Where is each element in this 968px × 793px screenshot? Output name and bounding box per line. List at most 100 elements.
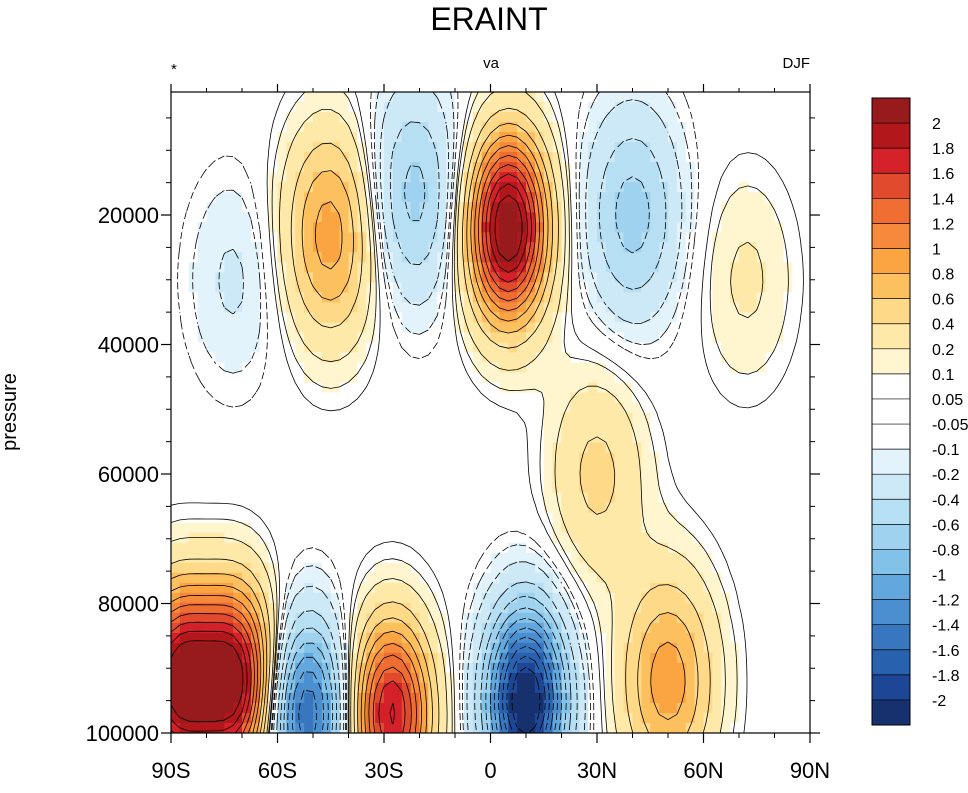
contour-cell — [712, 562, 722, 574]
contour-cell — [632, 282, 642, 293]
contour-cell — [481, 672, 492, 684]
contour-cell — [171, 192, 181, 203]
contour-cell — [268, 632, 279, 644]
contour-cell — [765, 642, 776, 654]
contour-cell — [597, 492, 607, 504]
contour-cell — [472, 692, 483, 704]
contour-cell — [215, 522, 225, 534]
contour-cell — [313, 372, 323, 384]
contour-cell — [570, 152, 580, 163]
contour-cell — [499, 702, 509, 714]
contour-cell — [455, 562, 465, 574]
contour-cell — [570, 342, 580, 354]
contour-cell — [730, 502, 740, 514]
contour-cell — [676, 362, 687, 374]
contour-cell — [623, 522, 634, 534]
contour-cell — [783, 462, 793, 474]
contour-cell — [774, 262, 784, 273]
contour-cell — [694, 142, 705, 153]
contour-cell — [801, 322, 810, 333]
contour-cell — [552, 632, 563, 644]
contour-cell — [384, 232, 394, 243]
contour-cell — [765, 662, 776, 674]
contour-cell — [171, 122, 181, 133]
contour-cell — [268, 112, 279, 123]
contour-cell — [490, 112, 500, 123]
contour-cell — [242, 622, 252, 634]
contour-cell — [694, 682, 705, 694]
contour-cell — [446, 702, 456, 714]
contour-cell — [632, 652, 642, 664]
contour-cell — [490, 372, 500, 384]
contour-cell — [179, 462, 190, 474]
contour-cell — [597, 662, 607, 674]
contour-cell — [481, 512, 492, 524]
colorbar-label: 1.4 — [932, 191, 954, 208]
contour-cell — [481, 482, 492, 494]
contour-cell — [765, 292, 776, 303]
contour-cell — [250, 482, 261, 494]
contour-cell — [676, 232, 687, 243]
contour-cell — [517, 682, 527, 694]
contour-cell — [747, 252, 758, 263]
contour-cell — [623, 162, 634, 173]
contour-cell — [481, 132, 492, 143]
contour-cell — [694, 632, 705, 644]
contour-cell — [712, 612, 722, 624]
contour-cell — [242, 512, 252, 524]
contour-cell — [641, 172, 651, 183]
contour-cell — [463, 202, 474, 213]
contour-cell — [597, 682, 607, 694]
contour-cell — [597, 322, 607, 333]
contour-cell — [756, 242, 767, 253]
contour-cell — [685, 712, 696, 724]
contour-cell — [437, 442, 447, 454]
contour-cell — [561, 232, 571, 243]
contour-cell — [703, 352, 713, 364]
contour-cell — [455, 132, 465, 143]
contour-cell — [534, 392, 545, 404]
contour-cell — [721, 302, 731, 313]
contour-cell — [455, 172, 465, 183]
contour-cell — [313, 152, 323, 163]
contour-cell — [295, 282, 305, 293]
contour-cell — [517, 522, 527, 534]
contour-cell — [197, 452, 208, 464]
contour-cell — [605, 632, 616, 644]
contour-cell — [650, 322, 660, 333]
contour-cell — [739, 332, 749, 343]
contour-cell — [455, 272, 465, 283]
contour-cell — [321, 322, 332, 333]
contour-cell — [330, 102, 341, 113]
contour-cell — [597, 532, 607, 544]
contour-cell — [614, 642, 625, 654]
contour-cell — [561, 122, 571, 133]
contour-cell — [481, 412, 492, 424]
contour-cell — [685, 302, 696, 313]
contour-cell — [694, 562, 705, 574]
contour-cell — [694, 452, 705, 464]
contour-cell — [295, 392, 305, 404]
contour-cell — [206, 512, 216, 524]
contour-cell — [375, 382, 385, 394]
contour-cell — [419, 262, 429, 273]
contour-cell — [428, 682, 438, 694]
contour-cell — [206, 462, 216, 474]
contour-cell — [277, 152, 287, 163]
contour-cell — [206, 272, 216, 283]
contour-cell — [552, 662, 563, 674]
contour-cell — [375, 342, 385, 354]
contour-cell — [233, 622, 243, 634]
contour-cell — [233, 92, 243, 103]
contour-cell — [197, 342, 208, 354]
contour-cell — [552, 602, 563, 614]
contour-cell — [304, 272, 314, 283]
contour-cell — [215, 602, 225, 614]
contour-cell — [437, 422, 447, 434]
contour-cell — [508, 262, 518, 273]
contour-cell — [472, 562, 483, 574]
contour-cell — [392, 632, 403, 644]
contour-cell — [286, 92, 296, 103]
contour-cell — [801, 572, 810, 584]
